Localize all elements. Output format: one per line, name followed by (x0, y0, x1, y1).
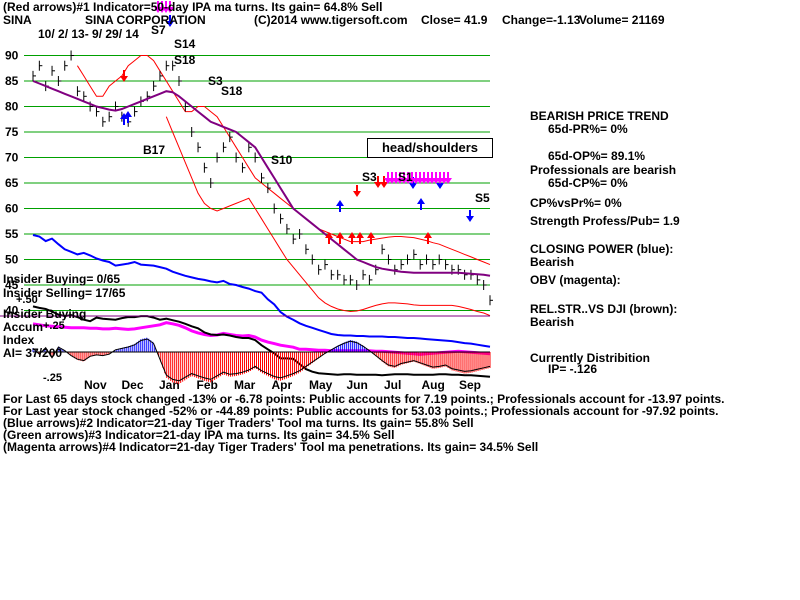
bearish-price-trend: BEARISH PRICE TREND (530, 109, 669, 123)
copyright-label: (C)2014 www.tigersoft.com (254, 13, 408, 27)
closing-power-status: Bearish (530, 255, 575, 269)
distribution-status: Currently Distribition (530, 351, 651, 365)
y-tick-label: 90 (5, 49, 19, 63)
up-arrow (336, 200, 344, 212)
strength-ratio: Strength Profess/Pub= 1.9 (530, 214, 680, 228)
price-y-axis: 90 85 80 75 70 65 60 55 50 45 40 (5, 49, 19, 318)
accum-ma-line (32, 338, 491, 382)
up-arrow (356, 232, 364, 244)
lower-band-line (165, 116, 491, 317)
rel-str-status: Bearish (530, 315, 575, 329)
company-name: SINA CORPORATION (85, 13, 206, 27)
footer-65-day: For Last 65 days stock changed -13% or -… (3, 392, 725, 406)
down-arrow (166, 15, 174, 27)
down-arrow (120, 70, 128, 82)
volume-value: Volume= 21169 (579, 13, 665, 27)
chart-series (0, 50, 493, 384)
up-arrow (424, 232, 432, 244)
signal-s18-second: S18 (221, 84, 243, 98)
accum-label: Accum (3, 320, 44, 334)
indicator-1-title: (Red arrows)#1 Indicator=50-day IPA ma t… (3, 0, 383, 14)
close-value: Close= 41.9 (421, 13, 488, 27)
y-tick-label: 45 (5, 278, 19, 292)
y-tick-label: 70 (5, 151, 19, 165)
x-tick-label: Nov (84, 378, 107, 392)
down-arrow (444, 172, 452, 184)
pr-percent: 65d-PR%= 0% (548, 122, 628, 136)
signal-s3: S3 (208, 74, 223, 88)
date-x-axis: Nov Dec Jan Feb Mar Apr May Jun Jul Aug Sep (84, 378, 481, 392)
signal-s1: S1 (398, 170, 413, 184)
professionals-status: Professionals are bearish (530, 163, 677, 177)
footer-green-arrows: (Green arrows)#3 Indicator=21-day IPA ma… (3, 428, 395, 442)
up-arrow (348, 232, 356, 244)
y-tick-label: 60 (5, 202, 19, 216)
y-tick-label: 80 (5, 100, 19, 114)
accum-plus-50: +.50 (16, 294, 38, 306)
index-label: Index (3, 333, 35, 347)
x-tick-label: Jun (347, 378, 368, 392)
down-arrow (409, 177, 417, 189)
op-percent: 65d-OP%= 89.1% (548, 149, 646, 163)
accum-plus-25: +.25 (43, 320, 65, 332)
y-tick-label: 40 (5, 304, 19, 318)
signal-s10: S10 (271, 153, 293, 167)
head-shoulders-callout: head/shoulders (367, 138, 493, 158)
accum-minus-25: -.25 (43, 372, 62, 384)
rel-str-label: REL.STR..VS DJI (brown): (530, 302, 678, 316)
footer-magenta-arrows: (Magenta arrows)#4 Indicator=21-day Tige… (3, 440, 539, 454)
cp-percent: 65d-CP%= 0% (548, 176, 628, 190)
closing-power-label: CLOSING POWER (blue): (530, 242, 674, 256)
up-arrow (367, 232, 375, 244)
upper-band-line (76, 55, 491, 266)
up-arrow (417, 198, 425, 210)
symbol-label: SINA (3, 13, 32, 27)
down-arrow (353, 185, 361, 197)
up-arrow (124, 111, 132, 123)
x-tick-label: Apr (272, 378, 293, 392)
insider-selling-count: Insider Selling= 17/65 (3, 286, 126, 300)
signal-s7: S7 (151, 23, 166, 37)
y-tick-label: 50 (5, 253, 19, 267)
y-tick-label: 85 (5, 74, 19, 88)
y-tick-label: 65 (5, 176, 19, 190)
signal-s5: S5 (475, 191, 490, 205)
down-arrow (466, 210, 474, 222)
up-arrow (325, 232, 333, 244)
y-tick-label: 75 (5, 125, 19, 139)
ip-value: IP= -.126 (548, 362, 598, 376)
closing-power-line (32, 234, 491, 348)
y-tick-label: 55 (5, 227, 19, 241)
signal-s3-second: S3 (362, 170, 377, 184)
change-value: Change=-1.13 (502, 13, 581, 27)
down-arrow (380, 176, 388, 188)
up-arrow (336, 232, 344, 244)
signal-arrows (120, 1, 474, 244)
footer-blue-arrows: (Blue arrows)#2 Indicator=21-day Tiger T… (3, 416, 474, 430)
x-tick-label: Aug (422, 378, 445, 392)
insider-buying-count: Insider Buying= 0/65 (3, 272, 121, 286)
down-arrow (166, 1, 174, 13)
x-tick-label: Sep (459, 378, 481, 392)
x-tick-label: May (309, 378, 333, 392)
x-tick-label: Feb (197, 378, 218, 392)
relative-strength-line (32, 305, 491, 378)
insider-buying-label: Insider Buying (3, 307, 87, 321)
cp-vs-pr: CP%vsPr%= 0% (530, 196, 622, 210)
ai-value: AI= 37/200 (3, 346, 63, 360)
signal-s18: S18 (174, 53, 196, 67)
x-tick-label: Jul (384, 378, 401, 392)
signal-b17: B17 (143, 143, 166, 157)
date-range: 10/ 2/ 13- 9/ 29/ 14 (38, 27, 139, 41)
down-arrow (374, 176, 382, 188)
obv-label: OBV (magenta): (530, 273, 621, 287)
footer-last-year: For Last year stock changed -52% or -44.… (3, 404, 719, 418)
moving-average-line (32, 80, 491, 277)
signal-s14: S14 (174, 37, 196, 51)
x-tick-label: Dec (122, 378, 144, 392)
x-tick-label: Mar (234, 378, 256, 392)
